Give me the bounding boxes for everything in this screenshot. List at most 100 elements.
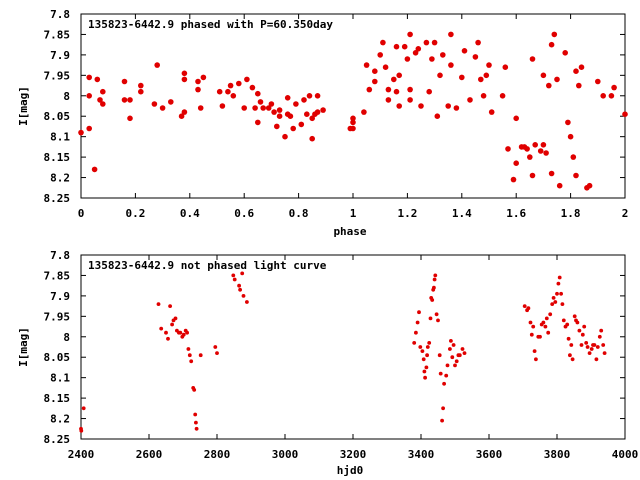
unphased-data-point (185, 330, 190, 335)
phased-data-point (391, 76, 397, 83)
phased-data-point (249, 84, 256, 91)
phased-data-point (372, 68, 378, 74)
unphased-data-point (450, 355, 455, 360)
phased-data-point (363, 62, 370, 68)
unphased-data-point (440, 418, 444, 423)
phased-data-point (78, 129, 84, 136)
phased-data-point (573, 172, 579, 179)
phased-data-point (431, 39, 438, 46)
phased-data-point (440, 52, 446, 58)
unphased-data-point (568, 353, 572, 358)
phased-data-point (178, 113, 185, 119)
unphased-data-point (434, 312, 439, 317)
unphased-data-point (570, 357, 575, 362)
unphased-x-tick-label: 3600 (476, 448, 503, 461)
phased-y-tick-label: 8.2 (50, 172, 70, 185)
unphased-y-ticks: 7.8 7.85 7.9 7.95 8 8.05 8.1 8.15 8.2 8.25 (44, 249, 625, 446)
unphased-data-point (181, 332, 186, 337)
phased-data-point (483, 72, 490, 79)
phased-data-point (138, 88, 144, 95)
unphased-data-point (585, 345, 590, 349)
phased-data-point (396, 72, 403, 79)
phased-data-point (282, 133, 288, 140)
phased-data-point (475, 39, 481, 46)
unphased-data-point (437, 353, 442, 358)
phased-x-tick-label: 1.4 (452, 207, 472, 220)
phased-data-point (565, 119, 571, 126)
unphased-data-point (582, 324, 587, 329)
unphased-y-tick-label: 8.2 (50, 413, 70, 426)
phased-data-point (366, 86, 373, 93)
phased-data-point (244, 76, 250, 83)
unphased-data-point (566, 336, 571, 341)
unphased-data-point (589, 347, 594, 351)
phased-data-point (434, 113, 441, 119)
unphased-data-point (556, 281, 561, 286)
phased-data-point (554, 76, 560, 83)
phased-data-point (225, 88, 231, 95)
unphased-data-point (432, 277, 437, 282)
phased-data-point (445, 103, 452, 109)
unphased-data-point (231, 273, 236, 278)
unphased-data-point (580, 332, 585, 337)
unphased-data-point (526, 306, 531, 311)
unphased-data-point (577, 328, 582, 333)
unphased-data-point (170, 322, 175, 327)
unphased-data-point (237, 283, 242, 288)
unphased-data-point (449, 339, 453, 343)
phased-data-point (505, 146, 511, 152)
unphased-data-point (198, 353, 203, 358)
unphased-data-point (594, 357, 599, 362)
phased-data-point (418, 103, 424, 109)
unphased-data-point (168, 304, 173, 308)
unphased-data-point (522, 304, 527, 308)
unphased-data-point (534, 357, 538, 362)
unphased-data-point (532, 349, 537, 353)
unphased-data-point (194, 420, 198, 425)
unphased-data-point (460, 347, 465, 351)
unphased-data-point (232, 277, 237, 282)
unphased-data-point (538, 334, 542, 339)
phased-data-point (309, 115, 316, 122)
unphased-data-point (442, 381, 446, 386)
unphased-x-tick-label: 3400 (408, 448, 435, 461)
unphased-data-point (445, 363, 450, 368)
phased-data-point (510, 176, 517, 183)
unphased-y-tick-label: 7.8 (50, 249, 70, 262)
phased-data-point (97, 97, 103, 103)
phased-data-point (301, 97, 307, 103)
unphased-data-point (602, 351, 607, 355)
phased-data-point (548, 170, 555, 177)
phased-data-point (86, 93, 92, 99)
phased-data-point (86, 125, 92, 132)
unphased-data-point (241, 294, 246, 298)
unphased-y-axis-label: I[mag] (17, 327, 30, 367)
unphased-y-tick-label: 8.1 (50, 372, 70, 385)
unphased-y-tick-label: 8.05 (44, 351, 71, 364)
phased-data-point (200, 74, 207, 81)
unphased-data-point (187, 353, 192, 358)
unphased-data-point (565, 322, 570, 327)
unphased-data-point (424, 365, 429, 370)
phased-data-point (181, 76, 188, 83)
phased-data-point (426, 88, 433, 95)
phased-data-point (254, 119, 261, 126)
phased-data-point (527, 154, 533, 160)
phased-data-point (159, 105, 166, 111)
phased-data-point (309, 135, 316, 142)
phased-data-point (241, 105, 247, 111)
phased-data-point (407, 86, 413, 93)
phased-data-point (91, 166, 98, 173)
phased-data-point (595, 78, 601, 85)
phased-data-point (478, 76, 484, 83)
phased-data-point (461, 48, 468, 54)
unphased-data-point (213, 345, 218, 349)
unphased-data-point (441, 406, 445, 411)
phased-y-tick-label: 8.1 (50, 131, 70, 144)
unphased-data-point (544, 316, 549, 321)
unphased-data-point (560, 302, 565, 306)
unphased-data-point (587, 351, 592, 355)
unphased-data-point (433, 273, 438, 278)
unphased-data-point (451, 343, 456, 347)
